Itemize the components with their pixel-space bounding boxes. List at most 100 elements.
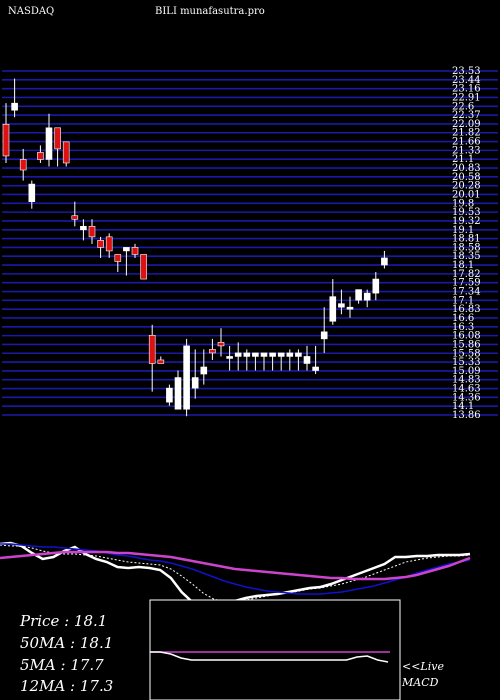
candle-bear [157,359,165,364]
candle-bull [45,127,53,160]
price-tick-label: 21.82 [452,128,481,139]
candle-bull [183,345,190,410]
price-tick-label: 15.33 [452,357,481,368]
candle-bull [338,303,345,308]
candle-bull [320,331,328,340]
price-tick-label: 15.58 [452,348,481,359]
legend-5ma: 5MA : 17.7 [20,656,104,674]
candle-bull [260,352,268,357]
candle-bull [286,352,294,357]
candle-bull [252,352,259,357]
candle-bull [303,356,311,364]
price-tick-label: 22.09 [452,119,481,130]
price-tick-label: 17.59 [452,278,481,289]
price-tick-label: 19.1 [452,225,474,236]
chart-title: BILI munafasutra.pro [155,6,265,17]
candle-bear [148,335,156,364]
price-tick-label: 14.63 [452,384,481,395]
candle-bull [28,183,36,202]
indicator-line-12ma [0,543,471,595]
price-tick-label: 21.1 [452,154,474,165]
price-tick-label: 17.82 [452,269,481,280]
price-tick-label: 13.86 [452,410,481,421]
candle-bull [295,352,302,357]
macd-panel [149,599,401,700]
candle-bear [19,159,27,171]
price-tick-label: 15.86 [452,339,481,350]
indicator-line-5ma [0,544,471,603]
candle-bull [269,352,276,357]
candle-bull [363,292,371,301]
candle-bull [226,356,233,359]
price-tick-label: 20.58 [452,172,481,183]
exchange-label: NASDAQ [8,6,55,17]
price-tick-label: 23.16 [452,84,481,95]
legend-price: Price : 18.1 [20,612,108,630]
candle-bear [209,349,216,354]
price-tick-label: 16.6 [452,313,474,324]
price-tick-label: 19.8 [452,198,474,209]
candle-bull [312,366,319,371]
candle-bear [114,254,122,262]
candle-bull [174,377,182,410]
price-tick-label: 18.35 [452,251,481,262]
candle-bull [200,366,208,375]
candle-bull [234,352,242,357]
price-tick-label: 20.28 [452,181,481,192]
price-tick-label: 19.53 [452,207,481,218]
indicator-line-50ma [0,550,471,581]
candle-bull [123,247,130,252]
price-tick-label: 23.44 [452,75,481,86]
candle-bear [105,236,113,252]
price-tick-label: 14.1 [452,401,474,412]
price-tick-label: 17.1 [452,295,474,306]
price-tick-label: 16.83 [452,304,481,315]
candle-bear [37,152,44,160]
candle-bull [166,387,173,403]
candle-bull [11,102,18,111]
price-tick-label: 19.32 [452,216,481,227]
candle-bear [54,127,61,150]
legend-50ma: 50MA : 18.1 [20,634,114,652]
macd-live-label: <<Live [402,660,444,673]
candle-bear [217,342,225,347]
price-tick-label: 14.36 [452,392,481,403]
price-tick-label: 22.91 [452,92,481,103]
candle-bull [80,225,87,231]
candle-bear [71,215,79,220]
price-tick-label: 20.01 [452,189,481,200]
candle-bull [191,377,199,389]
price-tick-label: 23.53 [452,66,481,77]
price-tick-label: 18.1 [452,260,474,271]
candle-bear [97,240,104,248]
candle-bear [140,254,147,280]
price-tick-label: 18.58 [452,242,481,253]
candle-bear [88,225,96,238]
candle-bull [355,289,362,301]
price-tick-label: 17.34 [452,287,481,298]
macd-line [150,651,389,663]
price-tick-label: 16.08 [452,331,481,342]
price-tick-label: 20.83 [452,163,481,174]
price-tick-label: 15.09 [452,366,481,377]
candle-bull [277,352,285,357]
candle-bear [131,247,139,255]
candle-bull [243,352,251,357]
candle-bull [346,306,354,310]
legend-12ma: 12MA : 17.3 [20,677,114,695]
candle-bear [62,141,70,164]
price-tick-label: 18.81 [452,234,481,245]
price-tick-label: 22.37 [452,110,481,121]
macd-label: MACD [402,676,439,689]
candle-bear [2,123,10,157]
price-tick-label: 21.66 [452,137,481,148]
candle-bull [381,257,388,266]
candle-bull [329,296,337,322]
candle-bull [372,278,380,294]
price-tick-label: 14.83 [452,375,481,386]
price-tick-label: 22.6 [452,101,474,112]
price-tick-label: 16.3 [452,322,474,333]
price-tick-label: 21.33 [452,145,481,156]
